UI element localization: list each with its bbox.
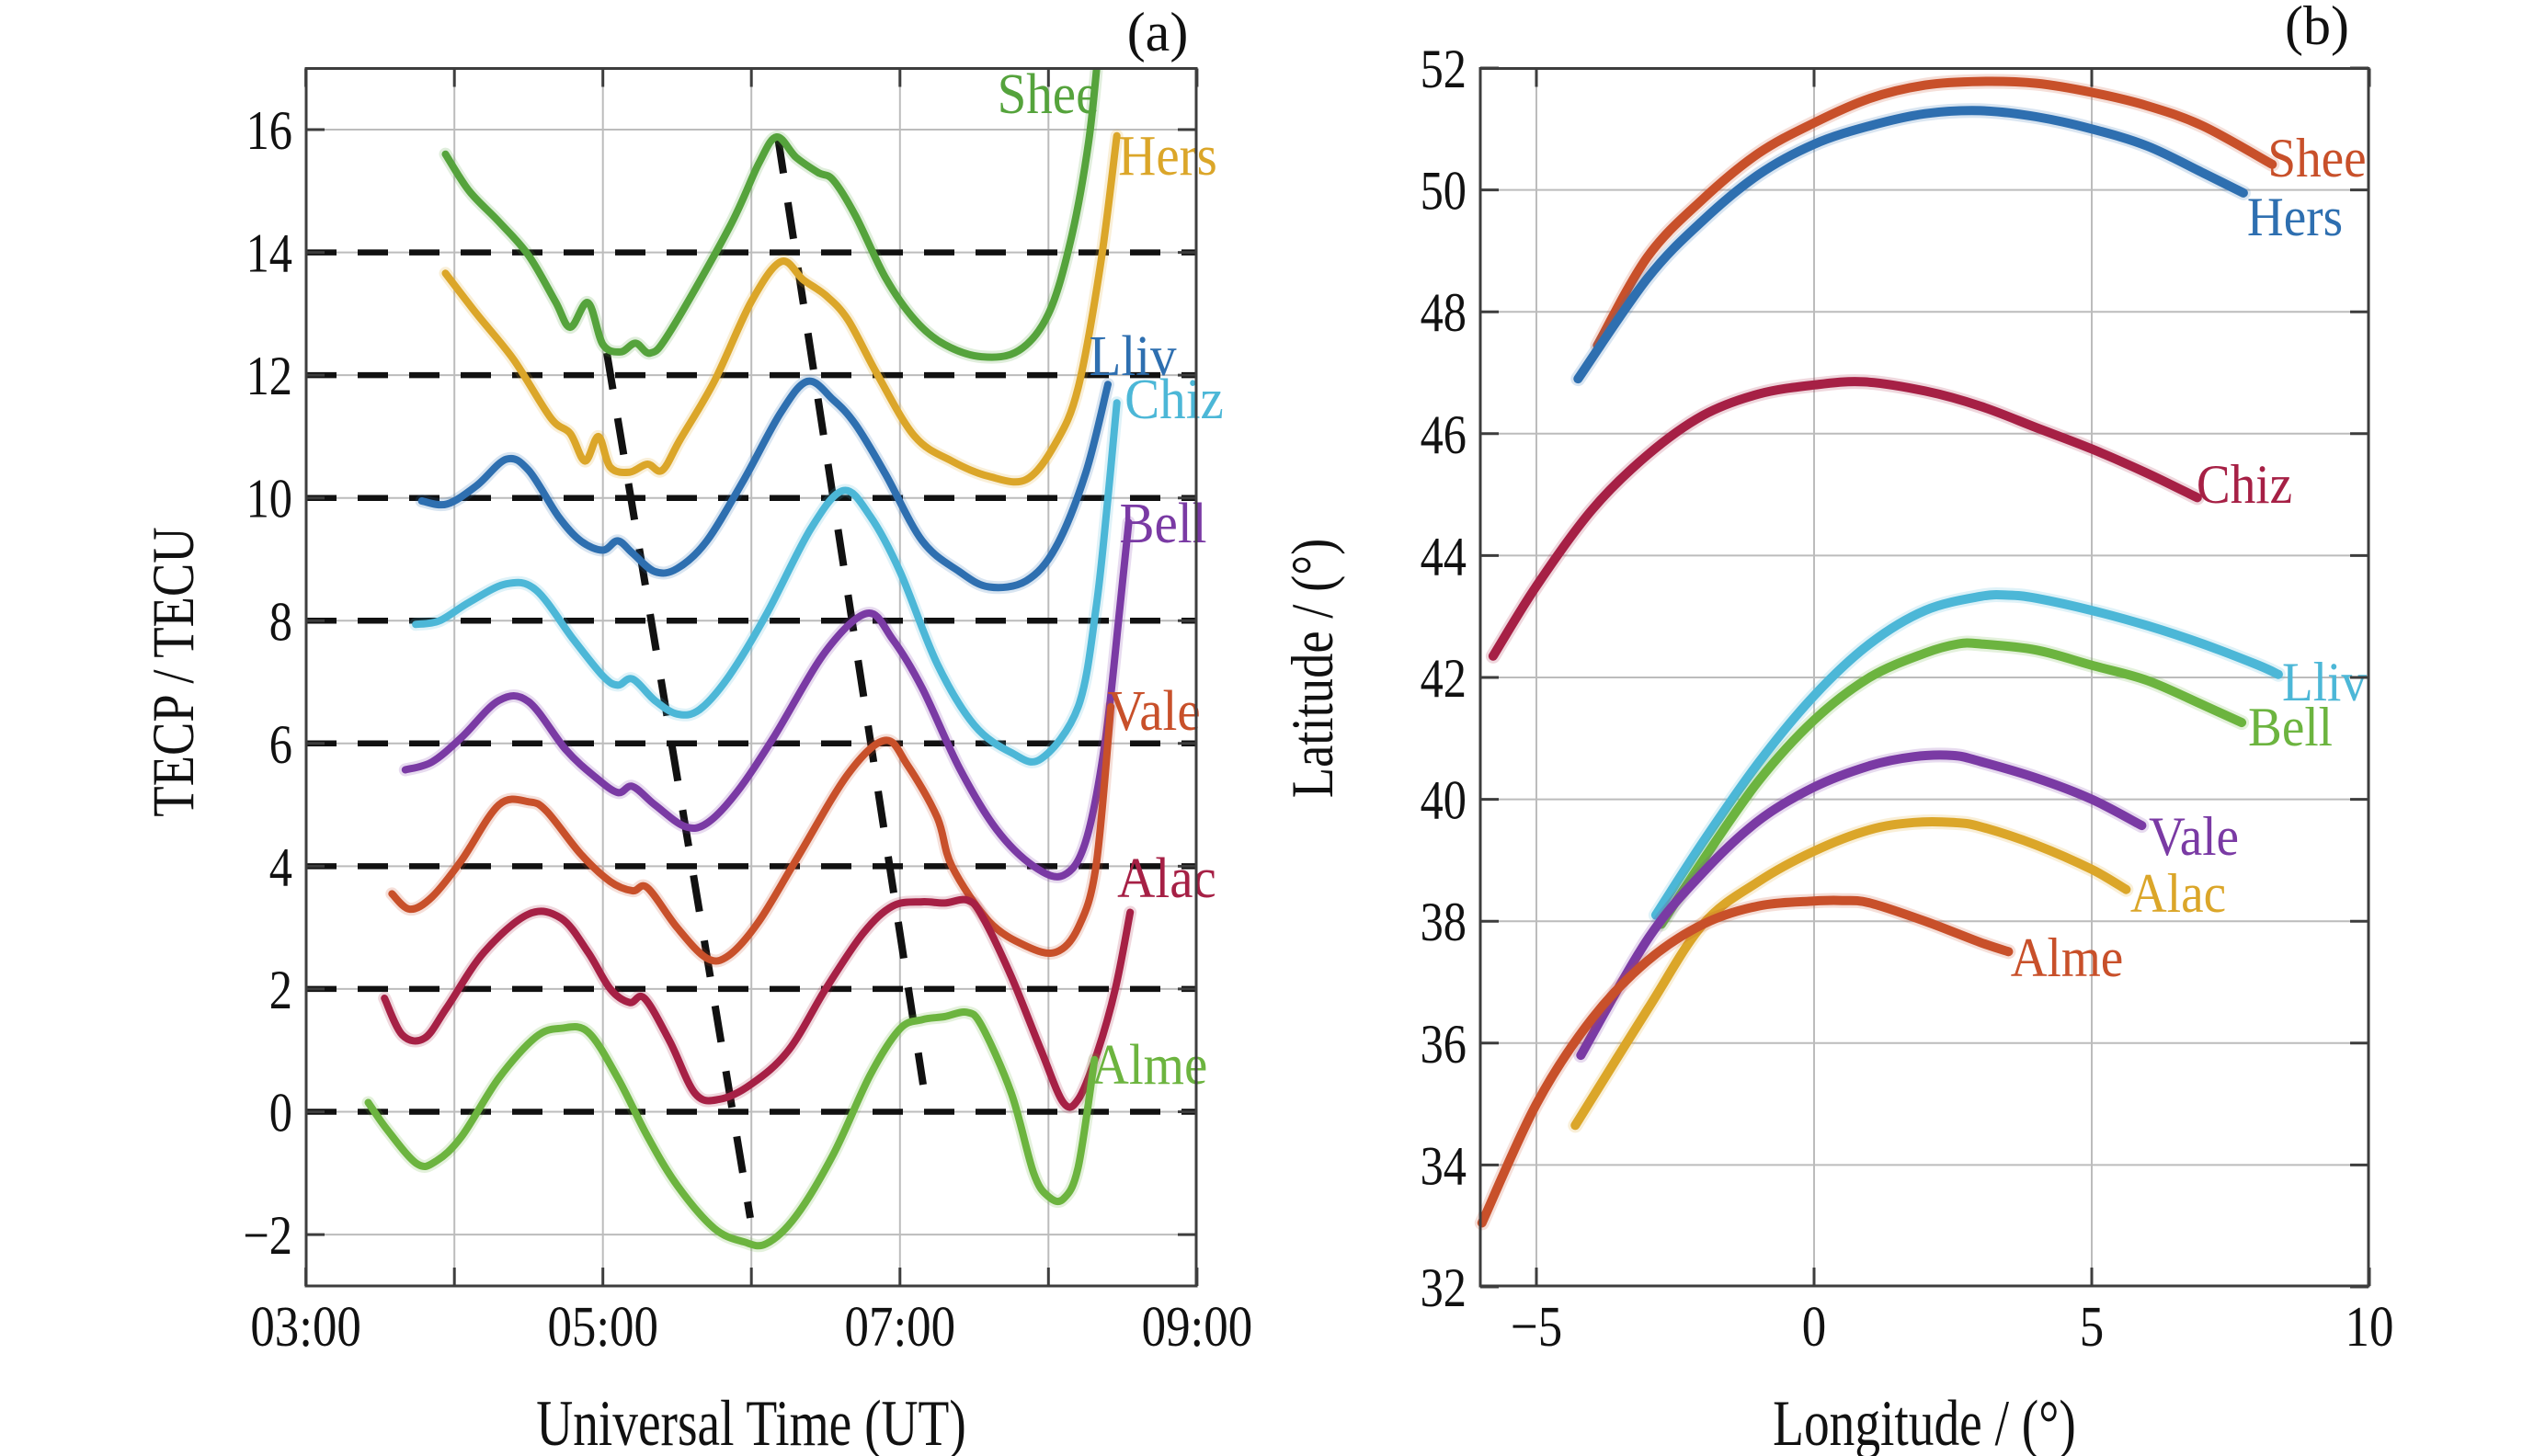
svg-text:09:00: 09:00 bbox=[1142, 1294, 1253, 1359]
svg-text:36: 36 bbox=[1421, 1014, 1467, 1075]
svg-text:07:00: 07:00 bbox=[845, 1294, 956, 1359]
svg-text:8: 8 bbox=[269, 591, 292, 652]
svg-text:42: 42 bbox=[1421, 648, 1467, 709]
svg-text:46: 46 bbox=[1421, 404, 1467, 465]
svg-text:TECP / TECU: TECP / TECU bbox=[141, 527, 206, 816]
svg-text:Lliv: Lliv bbox=[2282, 653, 2367, 713]
svg-text:Chiz: Chiz bbox=[2197, 455, 2292, 516]
svg-text:(b): (b) bbox=[2285, 0, 2349, 56]
svg-text:Chiz: Chiz bbox=[1124, 368, 1224, 431]
svg-text:Hers: Hers bbox=[1118, 124, 1217, 188]
svg-text:Alme: Alme bbox=[2011, 928, 2124, 989]
svg-text:44: 44 bbox=[1421, 526, 1467, 586]
svg-text:Alme: Alme bbox=[1091, 1033, 1208, 1097]
svg-text:2: 2 bbox=[269, 960, 292, 1020]
svg-text:03:00: 03:00 bbox=[250, 1294, 361, 1359]
svg-text:Lliv: Lliv bbox=[1089, 324, 1176, 388]
svg-text:10: 10 bbox=[246, 469, 292, 529]
svg-text:48: 48 bbox=[1421, 282, 1467, 343]
svg-text:Latitude / (°): Latitude / (°) bbox=[1280, 539, 1345, 799]
svg-text:Shee: Shee bbox=[2267, 129, 2366, 189]
svg-text:12: 12 bbox=[246, 346, 292, 406]
svg-text:Alac: Alac bbox=[1117, 847, 1216, 910]
svg-text:50: 50 bbox=[1421, 161, 1467, 222]
svg-text:38: 38 bbox=[1421, 892, 1467, 952]
svg-text:10: 10 bbox=[2346, 1294, 2394, 1359]
svg-text:Bell: Bell bbox=[1119, 492, 1206, 555]
svg-text:Bell: Bell bbox=[2248, 698, 2333, 758]
svg-text:Alac: Alac bbox=[2130, 864, 2226, 925]
svg-text:6: 6 bbox=[269, 714, 292, 775]
svg-text:−5: −5 bbox=[1511, 1294, 1562, 1359]
svg-text:14: 14 bbox=[246, 223, 292, 284]
svg-text:Vale: Vale bbox=[1107, 679, 1200, 743]
svg-text:4: 4 bbox=[269, 836, 292, 897]
svg-text:5: 5 bbox=[2080, 1294, 2104, 1359]
svg-text:32: 32 bbox=[1421, 1257, 1467, 1318]
svg-text:52: 52 bbox=[1421, 39, 1467, 99]
svg-text:40: 40 bbox=[1421, 770, 1467, 831]
svg-text:Hers: Hers bbox=[2247, 188, 2343, 248]
svg-text:34: 34 bbox=[1421, 1135, 1467, 1196]
svg-text:Longitude / (°): Longitude / (°) bbox=[1773, 1386, 2076, 1456]
svg-text:16: 16 bbox=[246, 100, 292, 161]
svg-text:0: 0 bbox=[1802, 1294, 1826, 1359]
svg-text:Vale: Vale bbox=[2149, 807, 2239, 868]
svg-text:05:00: 05:00 bbox=[547, 1294, 658, 1359]
svg-text:−2: −2 bbox=[243, 1205, 292, 1266]
svg-text:0: 0 bbox=[269, 1082, 292, 1143]
svg-text:(a): (a) bbox=[1127, 2, 1189, 63]
svg-text:Universal Time (UT): Universal Time (UT) bbox=[536, 1386, 966, 1456]
